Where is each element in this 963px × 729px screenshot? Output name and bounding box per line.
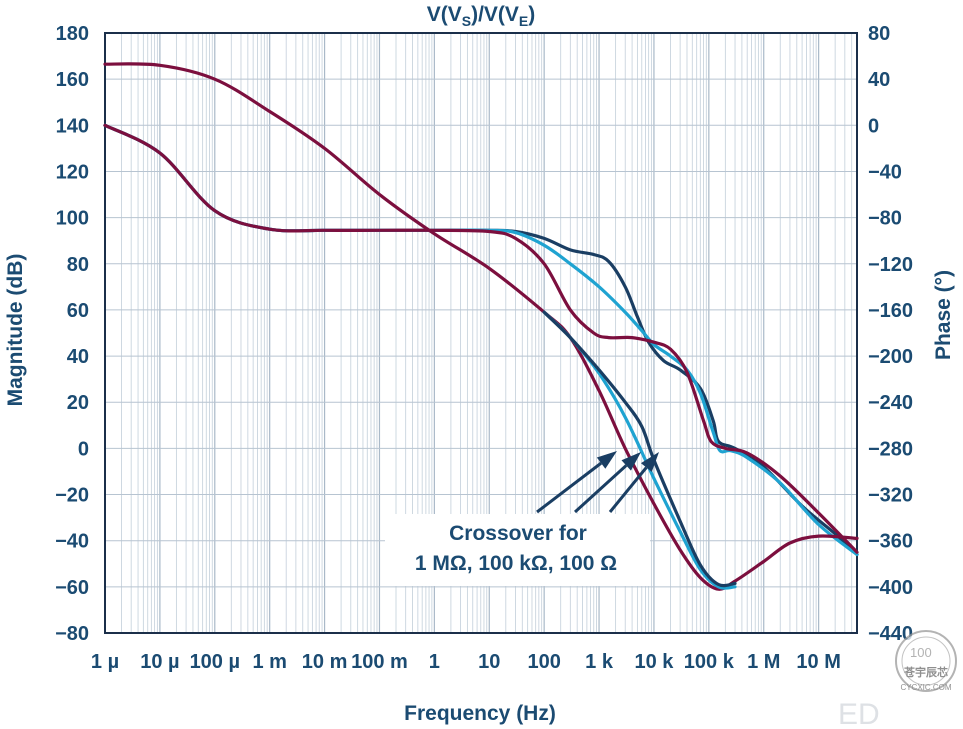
x-tick-label: 10 k: [634, 651, 674, 673]
annotation-arrow-head: [640, 452, 659, 472]
chart-title: V(VS)/V(VE): [427, 3, 536, 29]
y-tick-label: 40: [67, 346, 89, 368]
x-tick-labels: 1 µ 10 µ 100 µ 1 m 10 m 100 m 1 10 100 1 k 10 k 100…: [91, 651, 841, 673]
annotation-line-1: Crossover for: [449, 522, 587, 545]
plot-frame: [104, 32, 858, 634]
y-axis-label: Magnitude (dB): [4, 254, 27, 407]
y-tick-label: −20: [55, 485, 89, 507]
x-tick-label: 10 µ: [140, 651, 179, 673]
x-tick-label: 1: [429, 651, 440, 673]
y2-tick-label: −400: [868, 577, 913, 599]
x-tick-label: 100 m: [351, 651, 408, 673]
y-tick-label: 100: [56, 208, 89, 230]
x-tick-label: 1 k: [585, 651, 614, 673]
y2-tick-label: −40: [868, 161, 902, 183]
x-tick-label: 10: [478, 651, 500, 673]
watermark-badge: 100 苍宇辰芯 CYCXIC.COM ED: [838, 630, 957, 729]
y-tick-label: 180: [56, 23, 89, 45]
y2-tick-label: −280: [868, 438, 913, 460]
annotation-arrow-head: [596, 451, 617, 469]
annotation-line-2: 1 MΩ, 100 kΩ, 100 Ω: [415, 552, 617, 575]
x-tick-label: 10 m: [302, 651, 348, 673]
y2-tick-label: 40: [868, 69, 890, 91]
y-tick-label: −40: [55, 531, 89, 553]
watermark-circle-outer: [895, 630, 957, 692]
x-tick-label: 1 m: [252, 651, 286, 673]
series-layer: [103, 62, 859, 591]
y2-tick-label: −440: [868, 623, 913, 645]
phase-curve-5: [542, 310, 737, 588]
y-tick-label: 0: [78, 438, 89, 460]
y-tick-label: 80: [67, 254, 89, 276]
watermark-badge-url: CYCXIC.COM: [900, 683, 951, 692]
y-tick-labels: 180 160 140 120 100 80 60 40 20 0 −20 −40 −60 −80: [55, 23, 89, 645]
annotation-arrow-shaft: [536, 461, 603, 514]
watermark-circle-inner: [901, 636, 951, 686]
x-axis-label: Frequency (Hz): [404, 702, 556, 725]
phase-curve-3: [103, 62, 859, 591]
watermark-corner-text: ED: [838, 698, 880, 729]
plot-grid: [104, 32, 858, 634]
annotation-arrow-head: [621, 452, 641, 471]
x-tick-label: 1 M: [747, 651, 780, 673]
y2-tick-label: 0: [868, 115, 879, 137]
y2-axis-label: Phase (°): [932, 270, 955, 360]
y2-tick-label: −200: [868, 346, 913, 368]
y2-tick-label: −120: [868, 254, 913, 276]
y2-tick-label: 80: [868, 23, 890, 45]
crossover-annotation: Crossover for 1 MΩ, 100 kΩ, 100 Ω: [385, 514, 650, 586]
y-tick-label: 140: [56, 115, 89, 137]
watermark-badge-mid: 苍宇辰芯: [903, 665, 948, 679]
x-tick-label: 100: [527, 651, 560, 673]
y2-tick-label: −160: [868, 300, 913, 322]
y2-tick-label: −320: [868, 485, 913, 507]
x-tick-label: 100 k: [684, 651, 735, 673]
y-tick-label: 120: [56, 161, 89, 183]
annotation-arrow-shaft: [573, 464, 628, 514]
y-tick-label: 160: [56, 69, 89, 91]
y2-tick-labels: 80 40 0 −40 −80 −120 −160 −200 −240 −280 −320 −360 −…: [868, 23, 913, 645]
y-tick-label: 60: [67, 300, 89, 322]
annotation-arrows: [536, 451, 659, 514]
y-tick-label: 20: [67, 392, 89, 414]
y-tick-label: −80: [55, 623, 89, 645]
x-tick-label: 1 µ: [91, 651, 119, 673]
x-tick-label: 100 µ: [190, 651, 240, 673]
y2-tick-label: −240: [868, 392, 913, 414]
annotation-box: [385, 514, 650, 586]
watermark-badge-top: 100: [910, 645, 932, 660]
x-tick-label: 10 M: [796, 651, 840, 673]
y2-tick-label: −360: [868, 531, 913, 553]
y-tick-label: −60: [55, 577, 89, 599]
magnitude-curve-2: [103, 123, 859, 554]
y2-tick-label: −80: [868, 208, 902, 230]
annotation-arrow-shaft: [608, 466, 648, 513]
